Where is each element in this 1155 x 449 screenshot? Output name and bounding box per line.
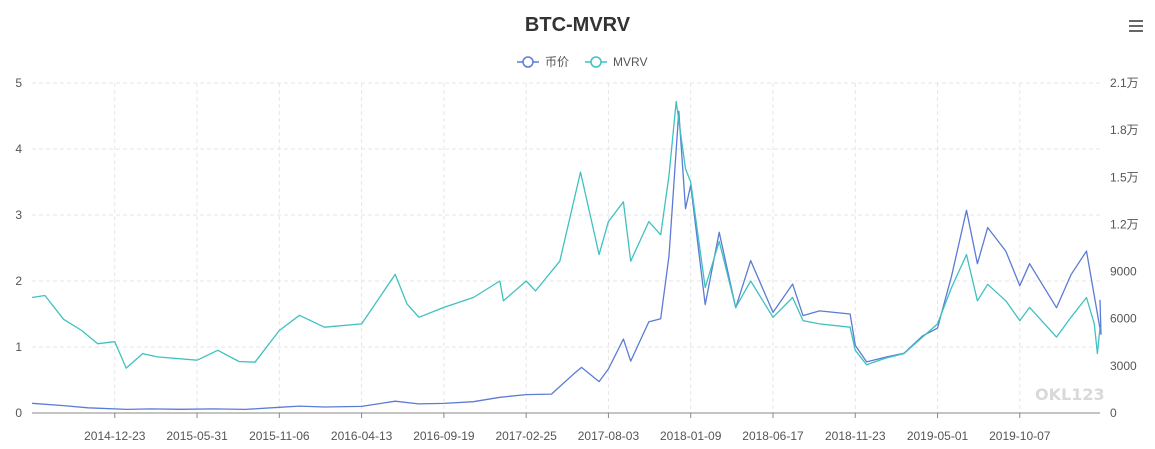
x-tick-label: 2015-11-06: [249, 429, 310, 443]
watermark: OKL123: [1035, 385, 1105, 404]
x-tick-label: 2018-11-23: [825, 429, 886, 443]
right-tick-label: 0: [1110, 406, 1117, 420]
x-tick-label: 2019-05-01: [907, 429, 969, 443]
right-tick-label: 1.2万: [1110, 217, 1139, 231]
price-series: [31, 110, 1102, 411]
grid-lines: [32, 82, 1100, 413]
x-tick-label: 2017-02-25: [495, 429, 557, 443]
left-tick-label: 4: [15, 142, 22, 156]
legend-label: 币价: [545, 55, 569, 69]
x-tick-label: 2014-12-23: [84, 429, 146, 443]
right-tick-label: 2.1万: [1110, 76, 1139, 90]
mvrv-series: [31, 100, 1101, 369]
legend-marker: [522, 56, 534, 68]
left-tick-label: 0: [15, 406, 22, 420]
right-tick-label: 3000: [1110, 359, 1137, 373]
right-tick-label: 6000: [1110, 312, 1137, 326]
hamburger-menu-icon[interactable]: [1129, 20, 1143, 34]
x-tick-label: 2015-05-31: [166, 429, 228, 443]
legend-marker: [590, 56, 602, 68]
legend-item[interactable]: 币价: [517, 55, 569, 69]
right-tick-label: 1.8万: [1110, 123, 1139, 137]
right-tick-label: 9000: [1110, 265, 1137, 279]
series-line-mvrv: [31, 100, 1101, 369]
axes: 0 1 2 3 4 5 0 3000 6000 9000 1.2万 1.5万 1.8万 2.1万 2014-…: [15, 76, 1138, 443]
x-tick-label: 2016-04-13: [331, 429, 393, 443]
x-tick-label: 2018-01-09: [660, 429, 722, 443]
x-tick-label: 2017-08-03: [578, 429, 640, 443]
legend[interactable]: 币价 MVRV: [517, 55, 647, 69]
series-line-price: [31, 110, 1102, 411]
right-tick-label: 1.5万: [1110, 170, 1139, 184]
x-tick-label: 2018-06-17: [742, 429, 804, 443]
x-tick-label: 2019-10-07: [989, 429, 1051, 443]
legend-label: MVRV: [613, 55, 647, 69]
left-tick-label: 5: [15, 76, 22, 90]
left-tick-label: 2: [15, 274, 22, 288]
x-tick-label: 2016-09-19: [413, 429, 475, 443]
left-tick-label: 1: [15, 340, 22, 354]
left-tick-label: 3: [15, 208, 22, 222]
chart-title: BTC-MVRV: [524, 14, 631, 36]
legend-item[interactable]: MVRV: [585, 55, 647, 69]
